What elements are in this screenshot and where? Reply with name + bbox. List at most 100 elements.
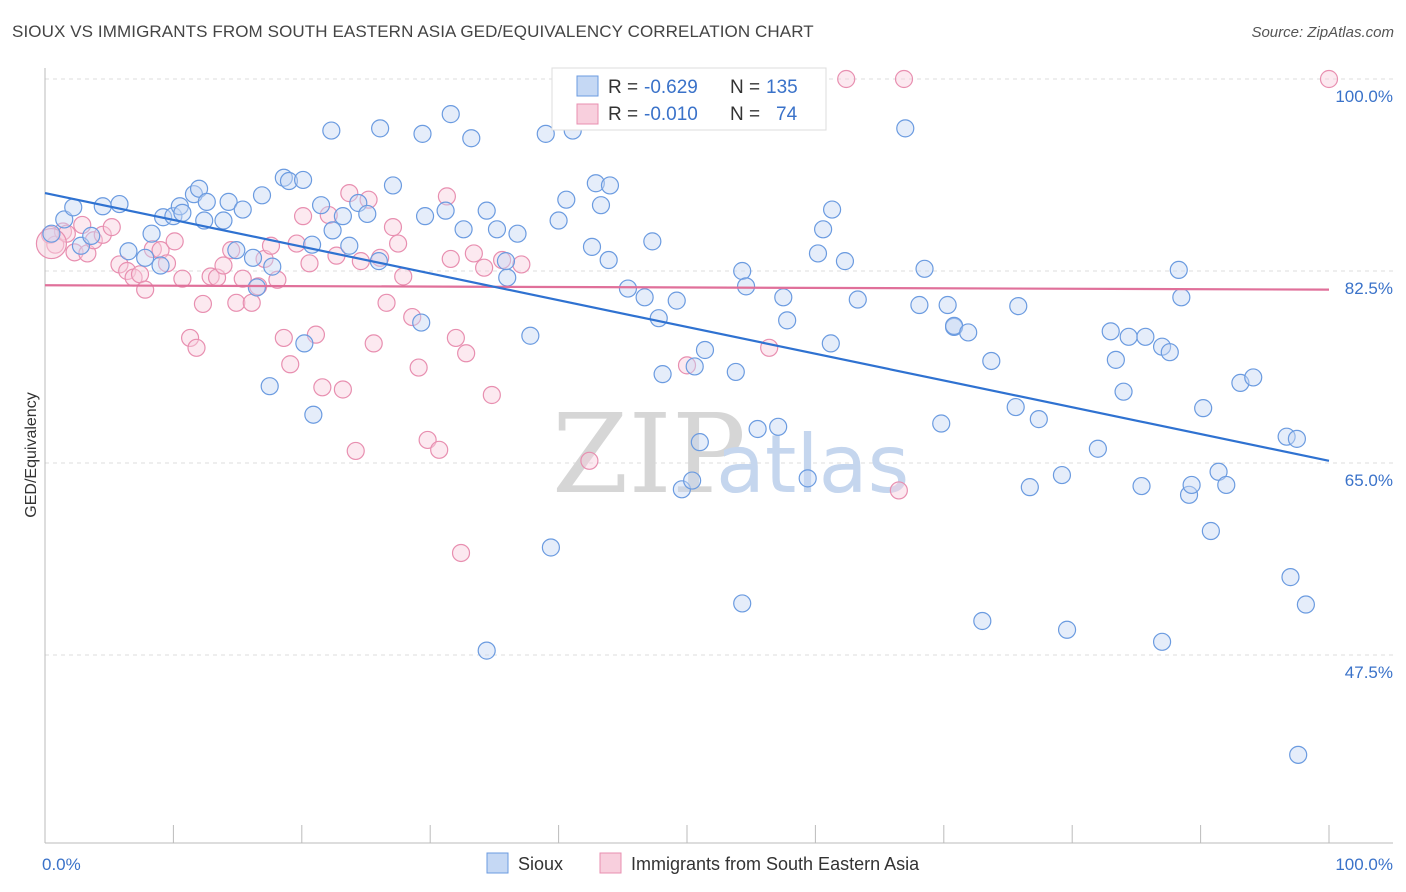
data-point [1119, 327, 1138, 346]
data-point [1057, 620, 1077, 639]
y-axis-label: GED/Equivalency [23, 392, 40, 517]
data-point [482, 385, 501, 405]
data-point [304, 405, 323, 424]
bottom-legend-label-sioux: Sioux [518, 854, 563, 874]
data-point [1006, 397, 1025, 417]
data-point [454, 220, 473, 239]
bottom-legend-swatch-sioux [486, 852, 509, 874]
data-point [180, 328, 200, 348]
data-point [142, 224, 161, 243]
asia-series [35, 69, 1339, 563]
legend-swatch-sioux [576, 75, 599, 97]
data-point [821, 334, 840, 353]
data-point [293, 207, 313, 226]
data-point [726, 362, 745, 382]
data-point [430, 440, 449, 459]
data-point [319, 205, 338, 225]
data-point [1217, 475, 1236, 495]
data-point [333, 380, 352, 399]
data-point [910, 295, 929, 315]
grid [45, 78, 1393, 656]
data-point [932, 414, 951, 433]
data-point [323, 221, 342, 240]
data-point [677, 356, 697, 375]
data-point [1281, 568, 1300, 587]
data-point [136, 248, 155, 267]
data-point [165, 232, 184, 251]
data-point [187, 338, 206, 357]
data-point [383, 218, 403, 237]
data-point [599, 250, 618, 270]
data-point [252, 186, 272, 205]
data-point [295, 334, 314, 353]
data-point [446, 328, 465, 348]
data-point [42, 224, 61, 243]
data-point [889, 481, 908, 500]
y-tick-label: 82.5% [1345, 279, 1393, 298]
data-point [643, 232, 662, 251]
data-point [82, 226, 101, 245]
data-point [835, 252, 855, 271]
data-point [227, 293, 246, 312]
data-point [358, 204, 377, 224]
data-point [1029, 410, 1048, 429]
y-tick-label: 100.0% [1335, 87, 1393, 106]
data-point [441, 249, 460, 269]
data-point [437, 187, 456, 206]
data-point [293, 170, 313, 190]
legend-n-label-sioux: N = [730, 77, 760, 98]
legend-swatch-asia [576, 103, 599, 125]
bottom-legend-label-asia: Immigrants from South Eastern Asia [631, 854, 920, 874]
data-point [837, 69, 856, 89]
data-point [896, 119, 915, 138]
data-point [364, 334, 383, 353]
bottom-legend-swatch-asia [599, 852, 622, 874]
data-point [279, 171, 299, 191]
data-point [260, 377, 279, 396]
series-legend: Sioux Immigrants from South Eastern Asia [486, 852, 920, 874]
data-point [1132, 476, 1151, 496]
legend-r-label-sioux: R = [608, 77, 638, 98]
correlation-legend: R = -0.629 N = 135 R = -0.010 N = 74 [551, 67, 827, 131]
data-point [769, 417, 788, 436]
data-point [119, 242, 138, 261]
data-point [102, 218, 121, 237]
data-point [464, 244, 483, 263]
data-point [959, 323, 978, 342]
axes [44, 68, 1393, 844]
data-point [300, 254, 319, 273]
data-point [436, 201, 455, 220]
y-tick-label: 65.0% [1345, 471, 1393, 490]
data-point [1287, 429, 1307, 448]
data-point [521, 326, 540, 345]
data-point [193, 294, 213, 314]
data-point [1319, 69, 1339, 89]
data-point [130, 265, 150, 284]
x-tick-label-min: 0.0% [42, 855, 81, 874]
data-point [496, 252, 516, 271]
trend-line-sioux [44, 192, 1330, 462]
data-point [214, 211, 233, 230]
data-point [894, 69, 914, 89]
data-point [586, 174, 605, 193]
data-point [389, 234, 408, 253]
data-point [618, 279, 638, 298]
x-tick-labels: 0.0% 100.0% [42, 855, 1393, 874]
data-point [808, 244, 828, 263]
data-point [1182, 475, 1201, 495]
data-point [409, 358, 428, 377]
data-point [1194, 399, 1213, 418]
data-point [227, 241, 246, 260]
data-point [1106, 350, 1125, 369]
data-point [1160, 343, 1179, 362]
data-point [580, 451, 599, 470]
data-point [441, 105, 460, 124]
data-point [233, 200, 252, 219]
data-point [822, 200, 842, 219]
data-point [281, 355, 300, 374]
data-point [233, 269, 252, 288]
data-point [263, 257, 282, 276]
data-point [536, 124, 555, 143]
data-point [477, 201, 496, 220]
